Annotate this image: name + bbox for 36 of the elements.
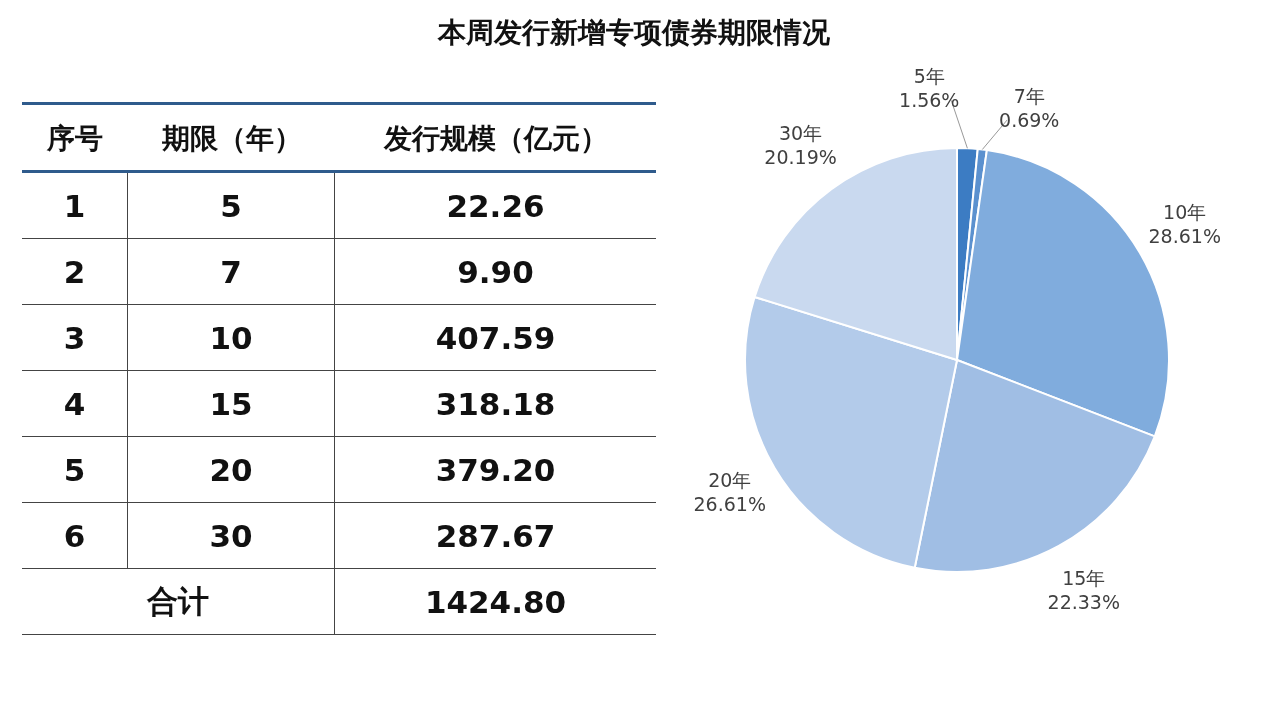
text: 5: [220, 188, 242, 224]
slice-label: 20年: [708, 469, 752, 492]
data-label: 1.56%: [899, 89, 960, 112]
text: 发行规模（亿元）: [383, 121, 608, 157]
slice-label: 15年: [1062, 566, 1106, 589]
data-label: 0.69%: [999, 108, 1060, 131]
data-label: 20.19%: [764, 146, 837, 169]
chart-title: 本周发行新增专项债券期限情况: [436, 15, 831, 51]
text: 1424.80: [424, 584, 567, 620]
text: 6: [63, 518, 86, 554]
text: 2: [63, 254, 86, 290]
text: 7: [220, 254, 242, 290]
text: 10: [209, 320, 253, 356]
text: 15: [209, 386, 253, 422]
text: 407.59: [435, 320, 556, 356]
text: 318.18: [435, 386, 556, 422]
text: 287.67: [435, 518, 556, 554]
text: 9.90: [457, 254, 534, 290]
text: 4: [63, 386, 86, 422]
slice-label: 5年: [913, 65, 945, 88]
slice-label: 10年: [1163, 201, 1207, 224]
slice-label: 7年: [1013, 84, 1045, 107]
text: 20: [209, 452, 253, 488]
data-label: 26.61%: [693, 493, 766, 516]
text: 5: [63, 452, 86, 488]
slice-label: 30年: [778, 122, 823, 145]
text: 合计: [147, 582, 209, 621]
text: 1: [63, 188, 86, 224]
data-label: 22.33%: [1047, 590, 1120, 613]
text: 379.20: [435, 452, 556, 488]
data-label: 28.61%: [1148, 225, 1221, 248]
text: 序号: [47, 121, 103, 157]
text: 3: [63, 320, 86, 356]
text: 期限（年）: [161, 121, 302, 157]
text: 22.26: [446, 188, 545, 224]
text: 30: [209, 518, 253, 554]
